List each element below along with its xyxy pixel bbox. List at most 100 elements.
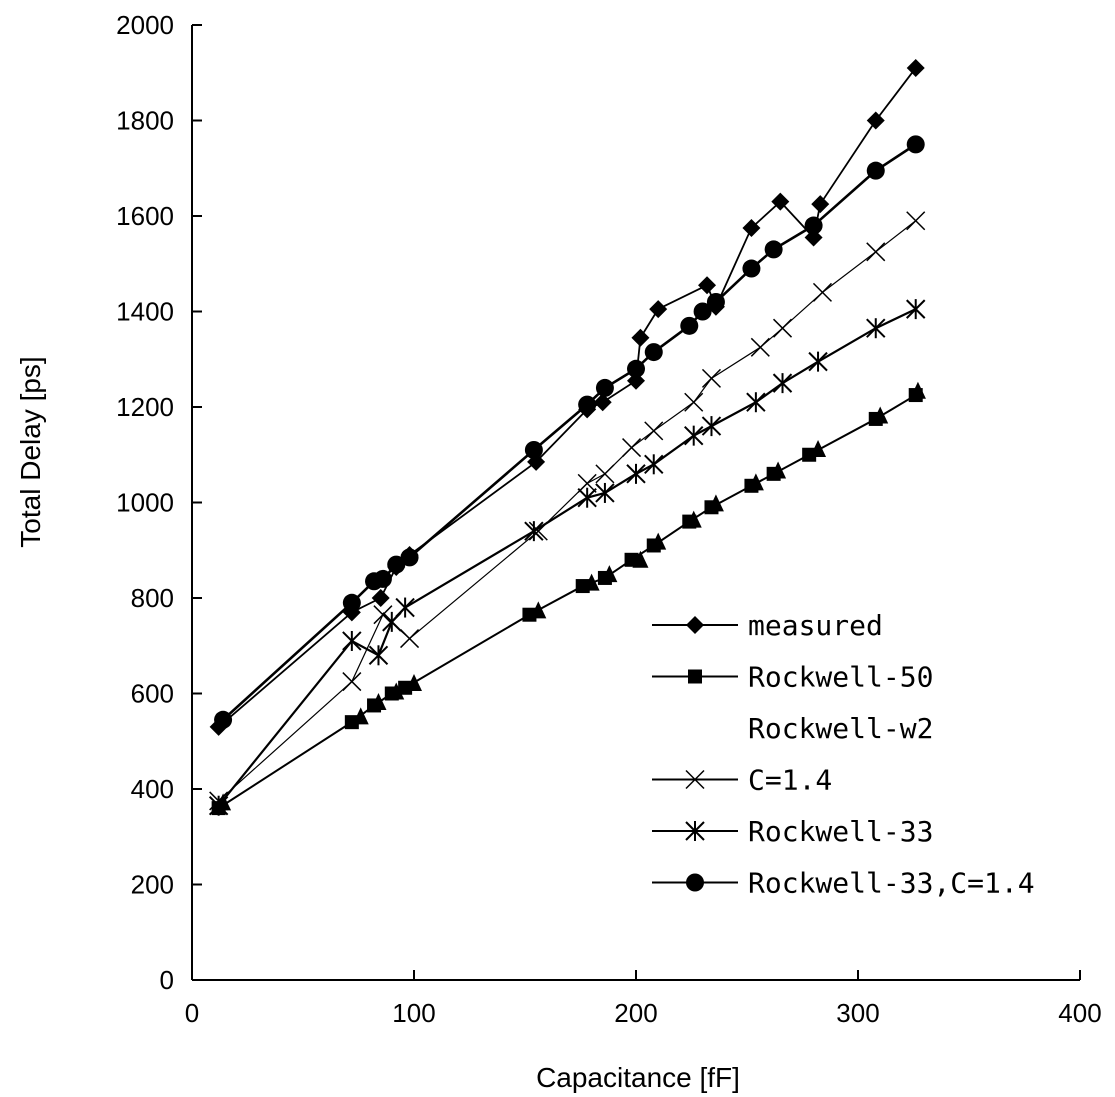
y-tick-label-5: 1000: [116, 488, 174, 518]
series-5-point-16: [804, 216, 823, 235]
series-4-point-2: [368, 645, 389, 666]
series-3-point-11: [750, 337, 770, 357]
legend-marker-4: [685, 821, 705, 841]
series-2-point-16: [909, 381, 926, 399]
series-4-point-5: [524, 521, 544, 542]
series-2-point-6: [583, 573, 600, 591]
series-4-point-10: [684, 425, 704, 446]
series-2-point-3: [388, 682, 405, 700]
series-1-point-14: [802, 447, 817, 462]
y-tick-label-8: 1600: [116, 201, 174, 231]
series-5-point-10: [644, 343, 663, 362]
series-0-point-16: [811, 195, 830, 214]
series-3-point-15: [906, 211, 926, 231]
y-axis-title: Total Delay [ps]: [15, 356, 46, 547]
series-5-point-1: [342, 593, 361, 612]
series-0-point-11: [698, 276, 717, 295]
series-2-point-2: [370, 693, 387, 711]
legend-label-4: Rockwell-33: [748, 815, 933, 848]
series-2-point-11: [707, 494, 724, 512]
legend-item-4: Rockwell-33: [652, 815, 933, 848]
series-2-point-5: [530, 601, 547, 619]
x-axis-title: Capacitance [fF]: [536, 1062, 740, 1093]
legend-item-1: Rockwell-50: [652, 661, 933, 694]
series-2-point-15: [872, 406, 889, 424]
series-3-point-5: [577, 473, 597, 493]
series-5-point-15: [764, 240, 783, 259]
legend-label-3: C=1.4: [748, 764, 832, 797]
legend-item-2: Rockwell-w2: [748, 712, 933, 745]
series-2-point-12: [747, 473, 764, 491]
x-tick-label-1: 100: [392, 998, 435, 1028]
series-3-point-2: [373, 605, 393, 625]
series-3-point-1: [342, 672, 362, 692]
series-1-point-4: [398, 680, 413, 695]
y-tick-label-7: 1400: [116, 297, 174, 327]
series-5-point-6: [524, 440, 543, 459]
series-5-point-3: [373, 569, 392, 588]
series-2-point-8: [632, 550, 649, 568]
y-tick-label-9: 1800: [116, 106, 174, 136]
series-0-point-7: [593, 393, 612, 412]
y-tick-label-6: 1200: [116, 392, 174, 422]
series-4-point-6: [577, 487, 597, 508]
series-5-point-8: [595, 378, 614, 397]
series-4-point-0: [208, 795, 229, 816]
legend-item-0: measured: [652, 609, 883, 642]
series-2-point-9: [650, 532, 667, 550]
legend-label-0: measured: [748, 609, 883, 642]
legend-item-5: Rockwell-33,C=1.4: [652, 867, 1035, 900]
y-tick-label-10: 2000: [116, 10, 174, 40]
series-3-point-8: [644, 421, 664, 441]
series-2: [215, 381, 926, 811]
legend-marker-1: [688, 669, 702, 684]
series-5-point-11: [680, 316, 699, 335]
x-tick-label-2: 200: [614, 998, 657, 1028]
series-5-point-12: [693, 302, 712, 321]
series-4-point-7: [595, 482, 615, 503]
series-3-point-10: [701, 368, 722, 388]
series-5-point-9: [627, 359, 645, 378]
y-tick-label-2: 400: [131, 774, 174, 804]
series-5-point-17: [866, 161, 885, 180]
series-0-point-13: [742, 218, 761, 237]
legend-marker-3: [685, 769, 705, 790]
legend-marker-5: [686, 873, 704, 892]
series-3-point-12: [772, 318, 793, 338]
series-2-point-14: [810, 439, 827, 457]
series-0-point-14: [771, 192, 790, 211]
legend-item-3: C=1.4: [652, 764, 832, 797]
legend: measured Rockwell-50 Rockwell-w2 C=1.4 Rockw…: [652, 609, 1035, 900]
series-2-point-1: [352, 707, 369, 725]
x-tick-label-4: 400: [1058, 998, 1101, 1028]
series-5-point-4: [387, 555, 406, 574]
series-5-point-14: [742, 259, 761, 278]
legend-label-1: Rockwell-50: [748, 661, 933, 694]
series-4-point-4: [395, 597, 415, 618]
series-3-point-6: [595, 464, 615, 484]
series-4-point-8: [626, 463, 646, 484]
series-0-point-17: [866, 111, 885, 130]
x-tick-label-3: 300: [836, 998, 879, 1028]
series-4-point-13: [772, 373, 793, 394]
y-tick-label-4: 800: [131, 583, 174, 613]
series-2-point-7: [601, 565, 618, 583]
series-5-point-13: [706, 292, 725, 311]
y-tick-label-1: 200: [131, 870, 174, 900]
series-3-point-7: [622, 438, 642, 458]
series-2-point-4: [406, 673, 422, 691]
legend-label-5: Rockwell-33,C=1.4: [748, 867, 1035, 900]
series-4-point-12: [746, 392, 766, 413]
axes: 0 200 400 600 800 1000 1200 1400 1600 1800 2000 0 10…: [116, 10, 1102, 1028]
series-2-point-13: [770, 461, 787, 479]
series-4-point-15: [866, 318, 886, 339]
y-tick-label-0: 0: [160, 965, 174, 995]
series-5-point-7: [578, 395, 597, 414]
series-4-point-16: [906, 299, 926, 320]
series-layer: [208, 58, 926, 816]
series-3-point-14: [866, 242, 886, 262]
series-3-point-13: [812, 282, 833, 302]
series-4-point-1: [342, 630, 362, 651]
legend-marker-0: [686, 616, 704, 634]
legend-label-2: Rockwell-w2: [748, 712, 933, 745]
